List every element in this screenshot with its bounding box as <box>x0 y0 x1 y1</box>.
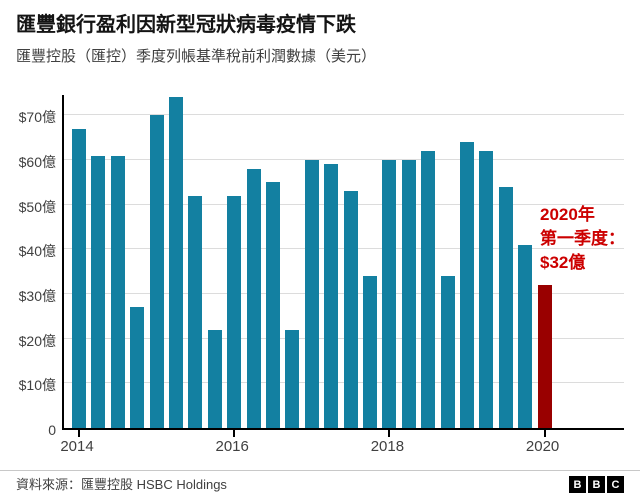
chart-header: 匯豐銀行盈利因新型冠狀病毒疫情下跌 匯豐控股（匯控）季度列帳基準稅前利潤數據（美… <box>0 0 640 67</box>
bar-2016-q2 <box>246 168 261 428</box>
page-title: 匯豐銀行盈利因新型冠狀病毒疫情下跌 <box>16 14 356 36</box>
bar-2015-q3 <box>188 195 203 428</box>
bar-2019-q3 <box>498 186 513 428</box>
bar-2014-q3 <box>110 155 125 428</box>
gridline <box>64 159 624 160</box>
x-axis-labels: 2014 2016 2018 2020 <box>60 438 628 458</box>
gridline <box>64 114 624 116</box>
y-tick-label: 0 <box>48 422 56 438</box>
bar-2019-q2 <box>479 151 494 428</box>
x-axis-tick <box>543 430 546 437</box>
bbc-logo-letter-c: C <box>607 476 624 493</box>
annotation-2020-q1: 2020年 第一季度： $32億 <box>540 203 640 275</box>
bar-2019-q4 <box>518 244 533 428</box>
x-tick-label: 2018 <box>370 438 405 455</box>
bar-2014-q2 <box>91 155 106 428</box>
bar-2016-q4 <box>285 329 300 428</box>
y-tick-label: $70億 <box>18 109 56 126</box>
x-tick-label: 2016 <box>215 438 249 455</box>
x-axis-tick <box>388 430 391 437</box>
bar-2019-q1 <box>460 142 474 428</box>
bar-2017-q1 <box>304 160 319 428</box>
x-axis-tick <box>78 430 80 437</box>
bar-2016-q3 <box>266 182 280 428</box>
bar-2014-q4 <box>130 307 145 428</box>
bar-2016-q1 <box>227 195 242 428</box>
bar-2018-q4 <box>440 276 455 428</box>
bar-2020-q1 <box>537 285 552 428</box>
x-axis-tick <box>233 430 236 437</box>
bbc-logo-letter-b2: B <box>588 476 605 493</box>
source-text: 資料來源：匯豐控股 HSBC Holdings <box>16 477 227 492</box>
bar-2014-q1 <box>72 128 86 428</box>
bar-2017-q2 <box>324 164 339 428</box>
y-tick-label: $10億 <box>18 377 56 394</box>
bar-2015-q4 <box>207 329 222 428</box>
bar-2017-q4 <box>363 276 377 428</box>
bbc-logo: B B C <box>569 476 624 493</box>
chart: 0 $10億 $20億 $30億 $40億 $50億 $60億 $70億 2014 2016 20… <box>16 73 625 458</box>
annotation-line-3: $32億 <box>540 253 586 272</box>
annotation-line-1: 2020年 <box>540 205 595 224</box>
bbc-logo-letter-b1: B <box>569 476 586 493</box>
plot-area <box>62 95 624 437</box>
y-tick-label: $50億 <box>18 198 56 215</box>
bar-2018-q3 <box>421 151 436 428</box>
bar-2015-q2 <box>169 97 183 428</box>
bar-2018-q2 <box>401 160 416 428</box>
y-tick-label: $60億 <box>18 154 56 170</box>
chart-subtitle: 匯豐控股（匯控）季度列帳基準稅前利潤數據（美元） <box>16 48 377 65</box>
y-tick-label: $20億 <box>18 332 56 349</box>
y-axis-labels: 0 $10億 $20億 $30億 $40億 $50億 $60億 $70億 <box>16 95 60 438</box>
x-tick-label: 2020 <box>525 438 560 455</box>
y-tick-label: $30億 <box>18 288 56 304</box>
bar-2018-q1 <box>382 160 397 428</box>
x-tick-label: 2014 <box>60 438 94 455</box>
bar-2017-q3 <box>343 191 358 428</box>
bar-2015-q1 <box>149 115 164 428</box>
footer: 資料來源：匯豐控股 HSBC Holdings B B C <box>0 470 640 500</box>
annotation-line-2: 第一季度： <box>540 229 625 248</box>
y-tick-label: $40億 <box>18 243 56 260</box>
